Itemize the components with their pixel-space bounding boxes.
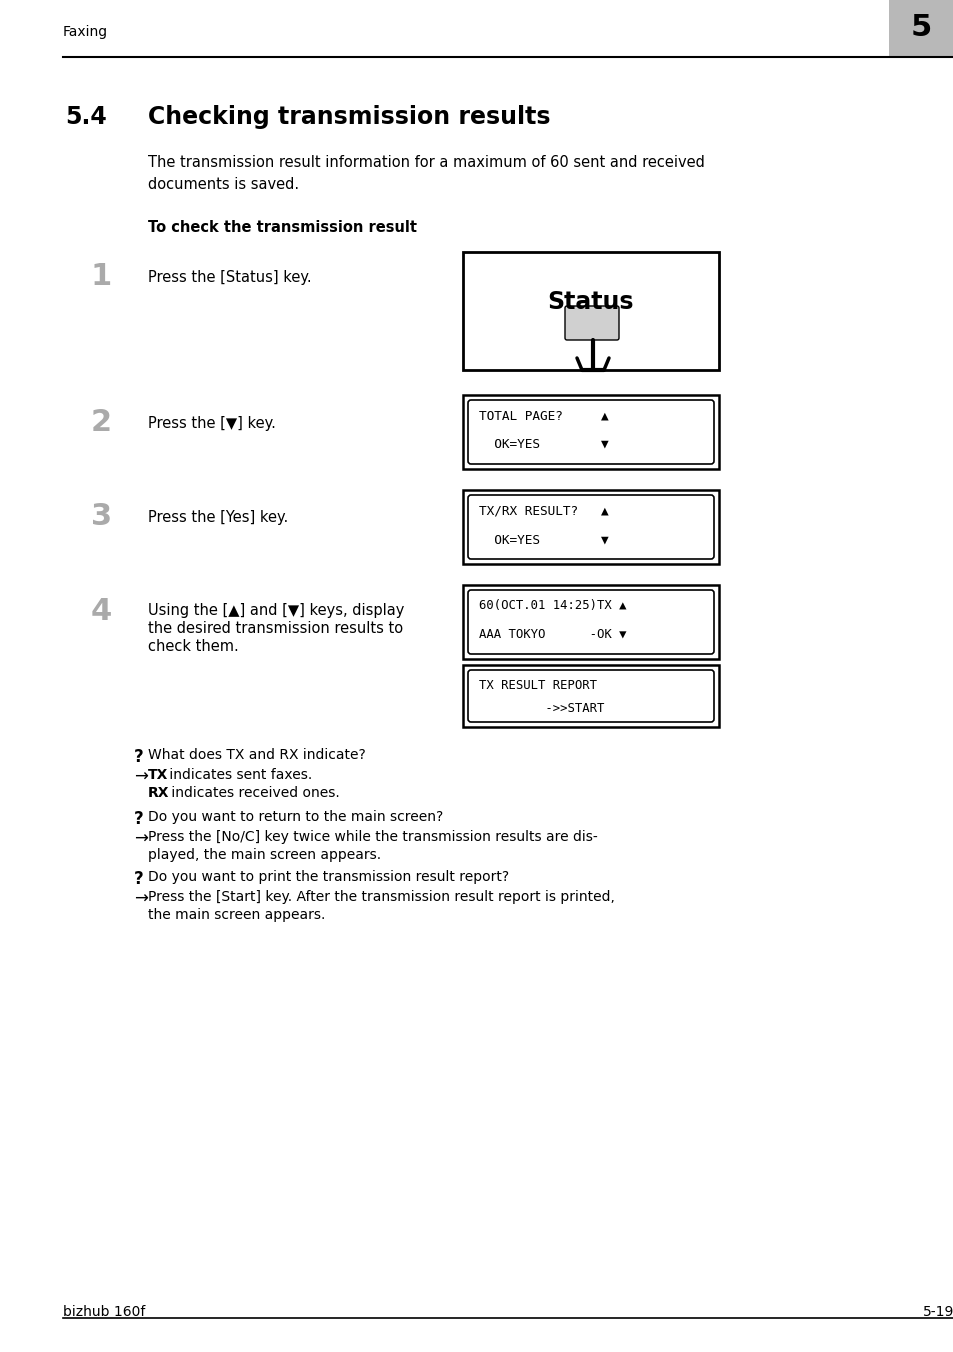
Text: →: →	[133, 830, 148, 848]
Text: bizhub 160f: bizhub 160f	[63, 1305, 145, 1320]
Text: check them.: check them.	[148, 639, 238, 654]
Text: Status: Status	[547, 289, 634, 314]
Bar	[462, 665, 719, 727]
Bar	[462, 395, 719, 469]
Bar	[462, 489, 719, 564]
Text: 5-19: 5-19	[922, 1305, 953, 1320]
Text: 1: 1	[91, 262, 112, 291]
Text: Press the [▼] key.: Press the [▼] key.	[148, 416, 275, 431]
Text: Checking transmission results: Checking transmission results	[148, 105, 550, 128]
Text: ?: ?	[133, 748, 144, 767]
Bar	[462, 251, 719, 370]
Text: TX RESULT REPORT: TX RESULT REPORT	[478, 679, 597, 692]
Text: TX/RX RESULT?   ▲: TX/RX RESULT? ▲	[478, 504, 608, 516]
Text: Press the [Yes] key.: Press the [Yes] key.	[148, 510, 288, 525]
FancyBboxPatch shape	[468, 400, 713, 464]
Text: Press the [Start] key. After the transmission result report is printed,: Press the [Start] key. After the transmi…	[148, 890, 615, 904]
FancyBboxPatch shape	[468, 671, 713, 722]
Bar	[462, 585, 719, 658]
Text: the desired transmission results to: the desired transmission results to	[148, 621, 403, 635]
FancyBboxPatch shape	[564, 306, 618, 339]
Text: OK=YES        ▼: OK=YES ▼	[478, 438, 608, 452]
Text: played, the main screen appears.: played, the main screen appears.	[148, 848, 381, 863]
Text: What does TX and RX indicate?: What does TX and RX indicate?	[148, 748, 365, 763]
Text: 60(OCT.01 14:25)TX ▲: 60(OCT.01 14:25)TX ▲	[478, 599, 626, 612]
Text: Do you want to return to the main screen?: Do you want to return to the main screen…	[148, 810, 443, 823]
Text: To check the transmission result: To check the transmission result	[148, 220, 416, 235]
Text: ?: ?	[133, 869, 144, 888]
Text: Using the [▲] and [▼] keys, display: Using the [▲] and [▼] keys, display	[148, 603, 404, 618]
Text: indicates received ones.: indicates received ones.	[167, 786, 339, 800]
Text: ?: ?	[133, 810, 144, 827]
Text: documents is saved.: documents is saved.	[148, 177, 299, 192]
Text: 5: 5	[909, 14, 931, 42]
Text: 4: 4	[91, 598, 112, 626]
Text: Press the [No/C] key twice while the transmission results are dis-: Press the [No/C] key twice while the tra…	[148, 830, 598, 844]
Text: The transmission result information for a maximum of 60 sent and received: The transmission result information for …	[148, 155, 704, 170]
Text: OK=YES        ▼: OK=YES ▼	[478, 533, 608, 546]
Text: AAA TOKYO      -OK ▼: AAA TOKYO -OK ▼	[478, 627, 626, 641]
Text: 5.4: 5.4	[65, 105, 107, 128]
FancyBboxPatch shape	[468, 495, 713, 558]
Bar	[888, 0, 953, 58]
Text: 2: 2	[91, 408, 112, 437]
Text: 3: 3	[91, 502, 112, 531]
Text: the main screen appears.: the main screen appears.	[148, 909, 325, 922]
Text: TX: TX	[148, 768, 168, 781]
Text: Do you want to print the transmission result report?: Do you want to print the transmission re…	[148, 869, 509, 884]
FancyBboxPatch shape	[468, 589, 713, 654]
Text: Faxing: Faxing	[63, 24, 108, 39]
Text: →: →	[133, 890, 148, 909]
Text: Press the [Status] key.: Press the [Status] key.	[148, 270, 312, 285]
Text: indicates sent faxes.: indicates sent faxes.	[165, 768, 312, 781]
Text: ->>START: ->>START	[478, 702, 604, 715]
Text: →: →	[133, 768, 148, 786]
Text: TOTAL PAGE?     ▲: TOTAL PAGE? ▲	[478, 410, 608, 422]
Text: RX: RX	[148, 786, 170, 800]
